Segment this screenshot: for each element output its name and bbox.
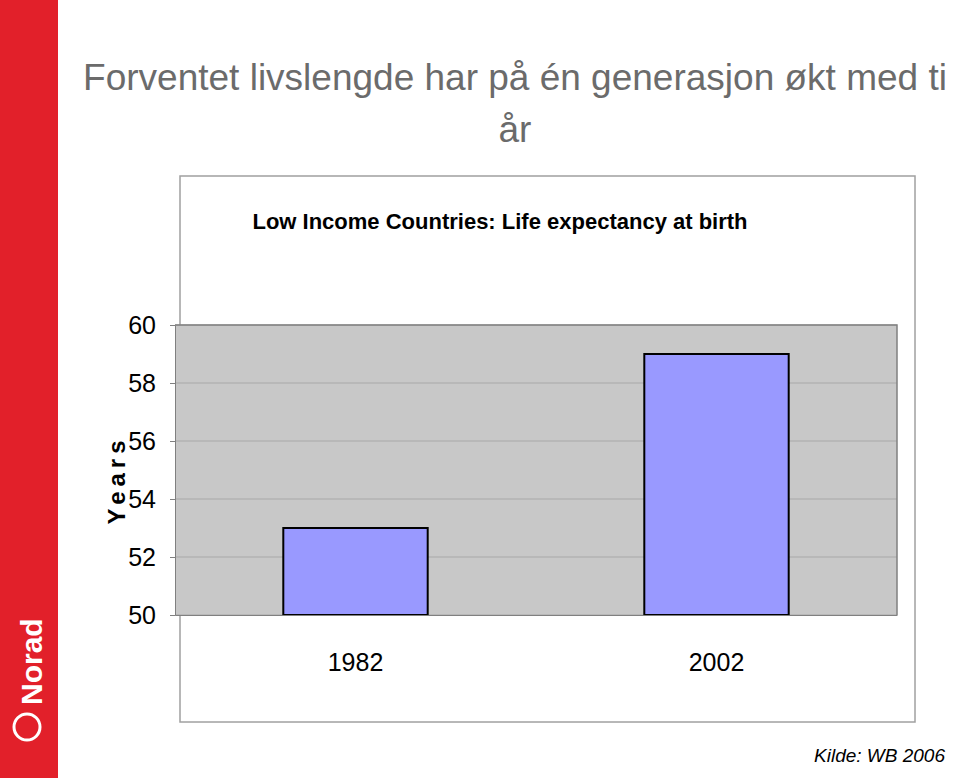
y-tick-mark xyxy=(170,615,175,616)
y-tick-mark xyxy=(170,499,175,500)
y-tick-label: 52 xyxy=(128,543,156,571)
y-tick-mark xyxy=(170,557,175,558)
logo-globe xyxy=(14,714,40,740)
y-tick: 60 xyxy=(128,311,175,339)
y-tick-label: 56 xyxy=(128,427,156,455)
chart: Norad Low Income Countries: Life expectan… xyxy=(0,0,960,778)
y-tick-mark xyxy=(170,325,175,326)
bar xyxy=(283,528,427,615)
source: Kilde: WB 2006 xyxy=(814,745,945,766)
y-axis-line xyxy=(170,326,176,616)
y-tick: 56 xyxy=(128,427,175,455)
y-tick: 52 xyxy=(128,543,175,571)
x-tick-label: 1982 xyxy=(328,648,384,676)
x-tick: 2002 xyxy=(689,615,745,676)
x-tick-label: 2002 xyxy=(689,648,745,676)
side-stripe xyxy=(0,0,58,778)
y-tick: 54 xyxy=(128,485,175,513)
grid xyxy=(175,325,897,615)
x-tick: 1982 xyxy=(328,615,384,676)
y-tick-label: 60 xyxy=(128,311,156,339)
plot-area xyxy=(175,325,897,615)
plot-frame xyxy=(175,325,897,615)
logo-text: Norad xyxy=(15,618,48,705)
y-tick: 58 xyxy=(128,369,175,397)
chart-title: Low Income Countries: Life expectancy at… xyxy=(252,209,747,234)
y-tick-mark xyxy=(170,441,175,442)
y-axis: 50 52 54 56 58 60 xyxy=(128,311,175,629)
bars xyxy=(283,354,788,615)
y-tick-label: 54 xyxy=(128,485,156,513)
x-axis: 1982 2002 xyxy=(176,615,898,676)
y-tick: 50 xyxy=(128,601,175,629)
y-axis-title: Years xyxy=(103,435,130,524)
x-axis-line xyxy=(176,615,898,616)
y-tick-label: 58 xyxy=(128,369,156,397)
slide-title: Forventet livslengde har på én generasjo… xyxy=(75,52,955,156)
y-tick-mark xyxy=(170,383,175,384)
bar xyxy=(644,354,788,615)
y-tick-label: 50 xyxy=(128,601,156,629)
